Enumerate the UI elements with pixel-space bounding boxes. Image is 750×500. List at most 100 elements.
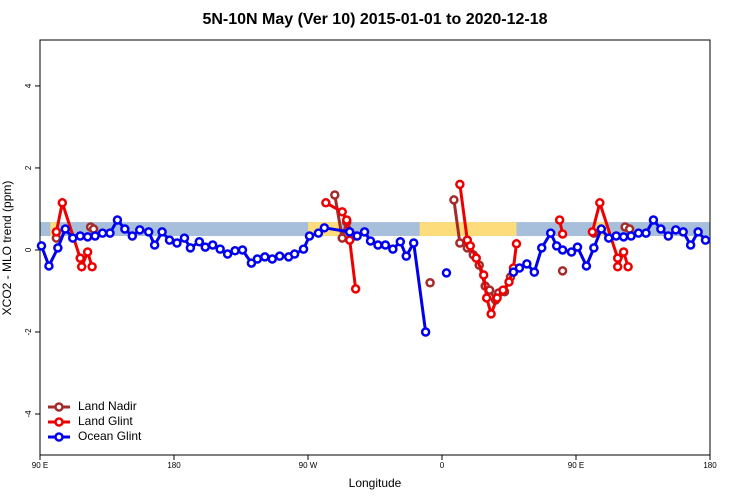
legend-label: Ocean Glint	[78, 429, 142, 443]
data-point	[57, 198, 68, 208]
data-point	[455, 238, 465, 248]
data-point	[267, 254, 278, 264]
data-point	[420, 327, 431, 337]
data-point	[359, 227, 370, 237]
data-point	[478, 270, 489, 280]
data-point	[149, 240, 160, 250]
data-point	[75, 253, 85, 263]
data-point	[185, 243, 196, 253]
data-point	[611, 231, 621, 241]
data-point	[207, 240, 218, 250]
data-point	[441, 268, 452, 278]
data-point	[90, 231, 100, 241]
data-point	[581, 261, 592, 271]
y-tick-label: -4	[24, 410, 33, 418]
y-tick-label: 2	[24, 165, 33, 170]
data-point	[75, 231, 85, 241]
data-point	[313, 228, 324, 238]
data-point	[380, 240, 391, 250]
data-point	[344, 235, 355, 245]
data-point	[425, 278, 435, 288]
data-point	[289, 249, 300, 259]
data-point	[194, 237, 205, 247]
data-point	[222, 249, 233, 259]
data-point	[623, 262, 633, 272]
y-tick-label: 0	[24, 247, 33, 252]
data-point	[589, 243, 599, 253]
y-axis-label: XCO2 - MLO trend (ppm)	[0, 181, 14, 316]
data-point	[237, 245, 248, 255]
data-point	[341, 215, 352, 225]
data-point	[350, 284, 361, 294]
data-point	[344, 227, 355, 237]
data-point	[449, 195, 459, 205]
data-point	[486, 309, 496, 319]
data-point	[529, 267, 540, 277]
data-point	[164, 235, 175, 245]
data-point	[337, 207, 347, 217]
data-point	[112, 215, 123, 225]
data-point	[82, 232, 93, 242]
data-point	[537, 243, 547, 253]
data-point	[246, 258, 257, 268]
data-point	[455, 179, 465, 190]
data-point	[53, 243, 63, 253]
data-point	[498, 285, 508, 295]
data-point	[105, 228, 115, 238]
data-point	[365, 236, 376, 246]
data-point	[395, 237, 406, 247]
data-point	[685, 240, 696, 250]
data-point	[82, 247, 93, 257]
data-point	[127, 231, 138, 241]
x-tick-label: 90 W	[299, 461, 318, 470]
data-point	[551, 241, 562, 251]
data-point	[44, 261, 54, 271]
data-point	[626, 231, 636, 241]
data-point	[304, 231, 315, 241]
data-point	[230, 246, 240, 256]
data-point	[481, 293, 492, 303]
legend-label: Land Nadir	[78, 399, 137, 413]
data-point	[656, 224, 666, 234]
chart-title: 5N-10N May (Ver 10) 2015-01-01 to 2020-1…	[202, 11, 547, 28]
data-point	[120, 224, 130, 234]
x-tick-label: 90 E	[568, 461, 584, 470]
data-point	[557, 245, 568, 255]
data-point	[51, 227, 62, 237]
data-point	[618, 232, 629, 242]
y-tick-label: 4	[24, 83, 33, 88]
data-point	[693, 227, 703, 237]
data-point	[492, 293, 502, 303]
data-point	[401, 251, 412, 261]
data-point	[522, 259, 532, 269]
data-point	[504, 277, 514, 287]
data-point	[604, 233, 614, 243]
data-point	[97, 228, 108, 238]
data-point	[373, 240, 383, 250]
data-point	[612, 262, 623, 272]
data-point	[508, 267, 519, 277]
legend-marker	[54, 417, 64, 427]
y-tick-label: -2	[24, 328, 33, 336]
data-point	[200, 242, 211, 252]
data-point	[321, 198, 331, 208]
x-tick-label: 180	[167, 461, 181, 470]
data-point	[471, 253, 481, 263]
data-point	[76, 262, 87, 272]
data-point	[36, 241, 47, 251]
series-line	[89, 194, 631, 304]
land-span	[419, 222, 517, 237]
data-point	[587, 227, 598, 237]
legend-marker	[54, 432, 64, 442]
data-point	[465, 241, 476, 251]
data-point	[87, 262, 97, 272]
legend-marker	[54, 402, 64, 412]
data-point	[298, 244, 309, 254]
data-point	[700, 235, 711, 245]
data-point	[352, 231, 362, 241]
data-point	[595, 198, 605, 208]
data-point	[143, 227, 154, 237]
data-point	[135, 225, 145, 235]
data-point	[572, 242, 583, 252]
